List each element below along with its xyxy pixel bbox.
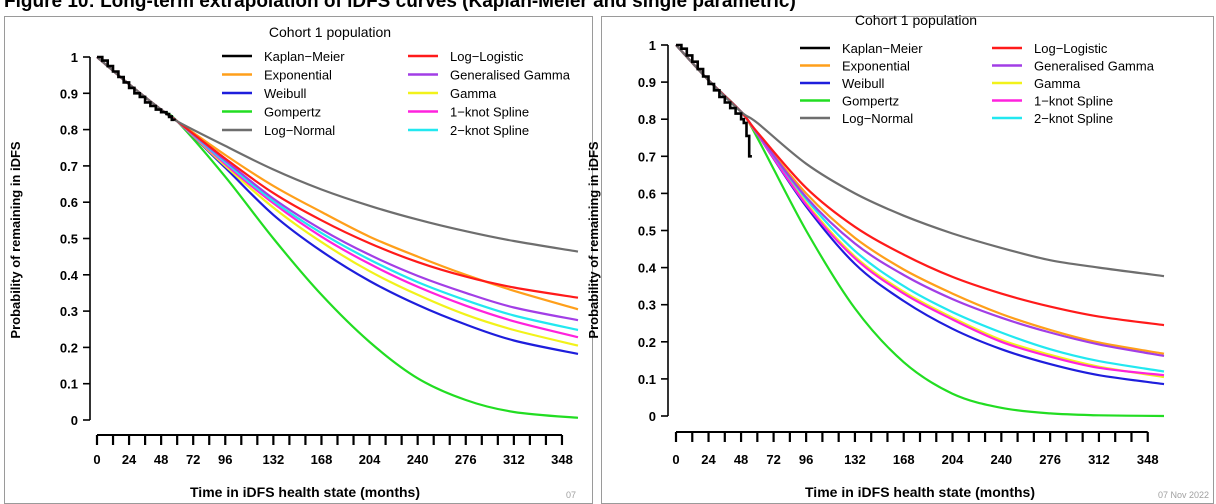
chart-title: Cohort 1 population <box>269 24 391 40</box>
x-tick-label: 132 <box>263 452 285 467</box>
x-tick-label: 96 <box>218 452 232 467</box>
x-tick-label: 240 <box>407 452 429 467</box>
x-tick-label: 276 <box>455 452 477 467</box>
y-tick-label: 0.9 <box>60 86 78 101</box>
y-tick-label: 0 <box>71 413 78 428</box>
series-line-log-normal <box>675 44 1165 278</box>
y-tick-label: 0.5 <box>638 224 656 239</box>
y-tick-label: 0.1 <box>638 372 656 387</box>
x-axis-title: Time in iDFS health state (months) <box>190 484 420 500</box>
x-axis: 0 24 48 72 96 132 168 204 240 276 312 348 <box>672 431 1159 467</box>
x-tick-label: 312 <box>503 452 525 467</box>
legend-label: Weibull <box>264 86 307 101</box>
legend-label: 2−knot Spline <box>450 123 529 138</box>
y-tick-label: 0 <box>649 409 656 424</box>
x-tick-label: 96 <box>799 452 813 467</box>
y-tick-label: 0.2 <box>638 335 656 350</box>
x-tick-label: 168 <box>893 452 915 467</box>
y-axis: 0 0.1 0.2 0.3 0.4 0.5 0.6 0.7 0.8 0.9 1 <box>60 50 91 428</box>
x-tick-label: 348 <box>1137 452 1159 467</box>
y-tick-label: 0.6 <box>638 186 656 201</box>
y-tick-label: 0.3 <box>60 304 78 319</box>
x-tick-label: 132 <box>844 452 866 467</box>
kaplan-meier-line <box>97 55 176 122</box>
x-tick-label: 0 <box>672 452 679 467</box>
legend-label: Exponential <box>264 68 332 83</box>
y-tick-label: 0.5 <box>60 232 78 247</box>
legend-label: 1−knot Spline <box>1034 94 1113 109</box>
legend-label: Log−Logistic <box>450 49 524 64</box>
legend-label: Kaplan−Meier <box>264 49 345 64</box>
legend-label: 1−knot Spline <box>450 105 529 120</box>
x-tick-label: 168 <box>311 452 333 467</box>
legend-label: Generalised Gamma <box>1034 59 1155 74</box>
legend-label: Gamma <box>1034 76 1081 91</box>
y-tick-label: 1 <box>649 38 656 53</box>
y-axis: 0 0.1 0.2 0.3 0.4 0.5 0.6 0.7 0.8 0.9 1 <box>638 38 669 424</box>
y-tick-label: 0.2 <box>60 340 78 355</box>
legend: Kaplan−Meier Exponential Weibull Gompertz Lo… <box>222 49 571 138</box>
y-tick-label: 0.4 <box>638 261 657 276</box>
y-tick-label: 0.6 <box>60 195 78 210</box>
legend-label: Gompertz <box>842 94 899 109</box>
legend-label: Log−Normal <box>264 123 335 138</box>
legend-label: Log−Logistic <box>1034 41 1108 56</box>
y-tick-label: 1 <box>71 50 78 65</box>
chart-title: Cohort 1 population <box>855 12 977 28</box>
legend-label: Exponential <box>842 59 910 74</box>
legend: Kaplan−Meier Exponential Weibull Gompertz Lo… <box>800 41 1155 126</box>
x-tick-label: 276 <box>1039 452 1061 467</box>
x-tick-label: 348 <box>551 452 573 467</box>
legend-label: Kaplan−Meier <box>842 41 923 56</box>
left-panel-stamp: 07 <box>566 490 577 500</box>
x-tick-label: 24 <box>701 452 716 467</box>
legend-label: Gompertz <box>264 105 321 120</box>
y-tick-label: 0.7 <box>638 149 656 164</box>
y-tick-label: 0.9 <box>638 75 656 90</box>
x-tick-label: 240 <box>990 452 1012 467</box>
x-tick-label: 24 <box>122 452 137 467</box>
y-tick-label: 0.1 <box>60 377 78 392</box>
x-tick-label: 204 <box>359 452 381 467</box>
legend-label: Weibull <box>842 76 885 91</box>
x-tick-label: 48 <box>154 452 168 467</box>
x-axis-title: Time in iDFS health state (months) <box>805 484 1035 500</box>
y-tick-label: 0.8 <box>638 112 656 127</box>
y-tick-label: 0.8 <box>60 123 78 138</box>
figure-title: Figure 10: Long-term extrapolation of iD… <box>4 0 796 12</box>
series-line-generalised-gamma <box>675 44 1165 357</box>
series-line-exponential <box>675 44 1165 355</box>
x-tick-label: 72 <box>186 452 200 467</box>
legend-label: Generalised Gamma <box>450 68 571 83</box>
date-stamp: 07 Nov 2022 <box>1158 490 1210 500</box>
x-tick-label: 48 <box>734 452 748 467</box>
legend-label: Gamma <box>450 86 497 101</box>
y-axis-title: Probability of remaining in iDFS <box>8 141 23 339</box>
legend-label: Log−Normal <box>842 111 913 126</box>
y-axis-title: Probability of remaining in iDFS <box>586 141 601 339</box>
x-axis: 0 24 48 72 96 132 168 204 240 276 312 348 <box>93 434 573 467</box>
kaplan-meier-line <box>676 43 752 158</box>
x-tick-label: 72 <box>766 452 780 467</box>
y-tick-label: 0.4 <box>60 268 79 283</box>
y-tick-label: 0.7 <box>60 159 78 174</box>
series-lines <box>675 44 1165 418</box>
legend-label: 2−knot Spline <box>1034 111 1113 126</box>
x-tick-label: 0 <box>93 452 100 467</box>
x-tick-label: 204 <box>942 452 964 467</box>
x-tick-label: 312 <box>1088 452 1110 467</box>
y-tick-label: 0.3 <box>638 298 656 313</box>
